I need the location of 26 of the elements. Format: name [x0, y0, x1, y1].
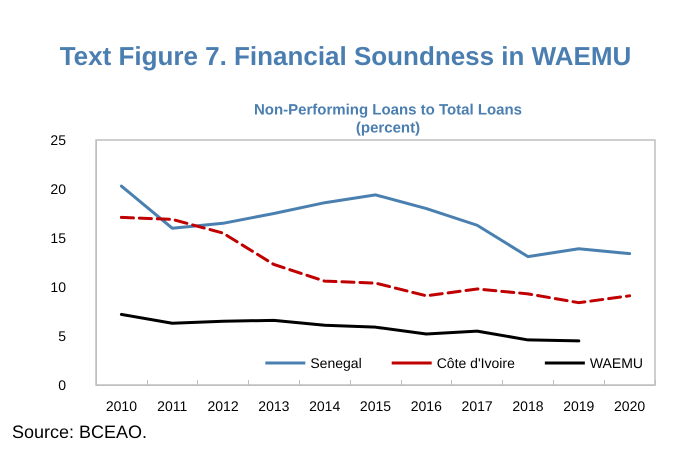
x-tick-label: 2012 [207, 398, 239, 414]
x-tick-label: 2017 [462, 398, 493, 414]
y-tick-label: 10 [50, 279, 66, 295]
x-tick-label: 2011 [157, 398, 188, 414]
y-tick-label: 20 [50, 181, 66, 197]
y-tick-label: 5 [58, 328, 66, 344]
line-series [120, 216, 632, 304]
x-tick-label: 2014 [309, 398, 340, 414]
y-tick-label: 15 [50, 230, 66, 246]
x-tick-label: 2015 [360, 398, 392, 414]
legend-label: Côte d'Ivoire [436, 355, 516, 371]
line-series [120, 184, 632, 258]
x-tick-label: 2016 [410, 398, 442, 414]
legend-label: WAEMU [590, 355, 644, 371]
x-tick-label: 2010 [106, 398, 138, 414]
chart-subtitle: Non-Performing Loans to Total Loans (percent) [254, 102, 522, 136]
y-tick-label: 25 [50, 132, 66, 148]
y-tick-label: 0 [58, 377, 66, 393]
source-note: Source: BCEAO. [12, 422, 148, 442]
legend-label: Senegal [310, 355, 362, 371]
line-series [120, 312, 580, 342]
x-tick-label: 2020 [614, 398, 646, 414]
x-tick-label: 2013 [258, 398, 290, 414]
x-tick-label: 2019 [563, 398, 595, 414]
chart-title: Text Figure 7. Financial Soundness in WAEMU [60, 41, 632, 71]
x-tick-label: 2018 [512, 398, 544, 414]
